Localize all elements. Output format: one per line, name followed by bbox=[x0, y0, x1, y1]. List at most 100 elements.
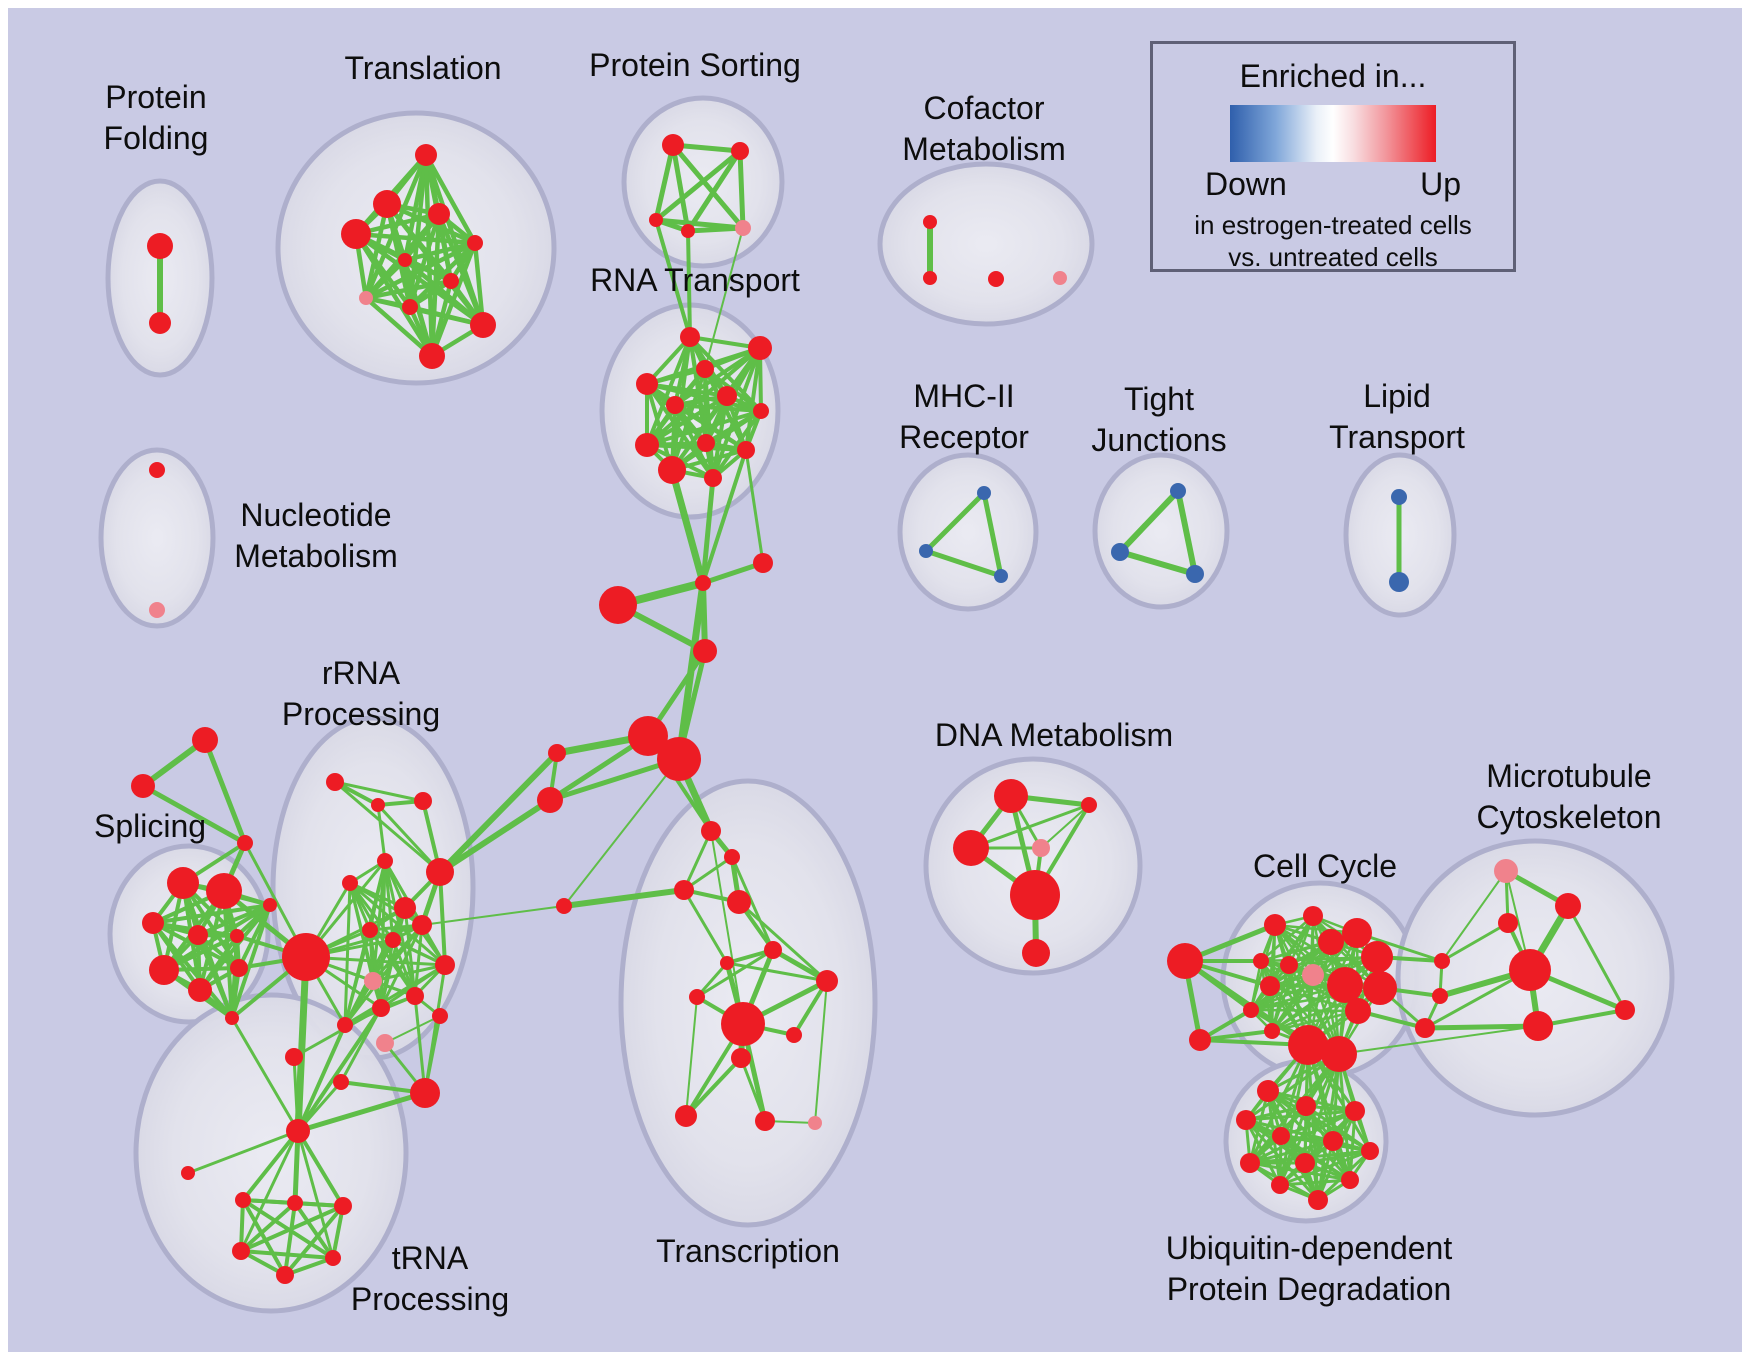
node-w18[interactable] bbox=[285, 1048, 303, 1066]
node-tx_hub[interactable] bbox=[721, 1002, 765, 1046]
node-mt4[interactable] bbox=[1615, 1000, 1635, 1020]
node-tx5[interactable] bbox=[786, 1027, 802, 1043]
node-r5[interactable] bbox=[666, 396, 684, 414]
node-b2[interactable] bbox=[1236, 1110, 1256, 1130]
node-u3[interactable] bbox=[334, 1197, 352, 1215]
node-s0[interactable] bbox=[167, 867, 199, 899]
node-tx7[interactable] bbox=[755, 1111, 775, 1131]
node-mt2[interactable] bbox=[1509, 949, 1551, 991]
node-w14[interactable] bbox=[337, 1017, 353, 1033]
node-cc4[interactable] bbox=[1260, 976, 1280, 996]
node-h1[interactable] bbox=[599, 586, 637, 624]
node-mt0[interactable] bbox=[1555, 893, 1581, 919]
node-mt3[interactable] bbox=[1523, 1011, 1553, 1041]
node-r2[interactable] bbox=[696, 360, 714, 378]
node-pf0[interactable] bbox=[147, 233, 173, 259]
node-b9[interactable] bbox=[1271, 1176, 1289, 1194]
node-k2[interactable] bbox=[657, 737, 701, 781]
node-t6[interactable] bbox=[443, 273, 459, 289]
node-w16[interactable] bbox=[410, 1078, 440, 1108]
node-cc5[interactable] bbox=[1243, 1002, 1259, 1018]
node-u6[interactable] bbox=[276, 1266, 294, 1284]
node-cc3[interactable] bbox=[1280, 956, 1298, 974]
node-w5[interactable] bbox=[426, 858, 454, 886]
node-p3[interactable] bbox=[681, 224, 695, 238]
node-d3[interactable] bbox=[1032, 839, 1050, 857]
node-cc0[interactable] bbox=[1264, 914, 1286, 936]
node-l0[interactable] bbox=[1391, 489, 1407, 505]
node-u_hub[interactable] bbox=[286, 1119, 310, 1143]
node-x1[interactable] bbox=[724, 849, 740, 865]
node-d4[interactable] bbox=[1010, 870, 1060, 920]
node-mtp[interactable] bbox=[1494, 859, 1518, 883]
node-s7[interactable] bbox=[188, 978, 212, 1002]
node-cc12[interactable] bbox=[1345, 998, 1371, 1024]
node-r0[interactable] bbox=[680, 327, 700, 347]
node-p2[interactable] bbox=[649, 213, 663, 227]
node-t2[interactable] bbox=[428, 203, 450, 225]
node-t4[interactable] bbox=[467, 235, 483, 251]
node-tx4[interactable] bbox=[731, 1048, 751, 1068]
node-x0[interactable] bbox=[701, 821, 721, 841]
node-cch2[interactable] bbox=[1321, 1036, 1357, 1072]
node-g0[interactable] bbox=[192, 727, 218, 753]
node-cc8[interactable] bbox=[1342, 918, 1372, 948]
node-tx8[interactable] bbox=[808, 1116, 822, 1130]
node-u5[interactable] bbox=[325, 1250, 341, 1266]
node-u4[interactable] bbox=[232, 1242, 250, 1260]
node-tx0[interactable] bbox=[764, 941, 782, 959]
node-w2[interactable] bbox=[414, 792, 432, 810]
node-w19[interactable] bbox=[376, 1034, 394, 1052]
node-w13[interactable] bbox=[372, 999, 390, 1017]
node-b5[interactable] bbox=[1323, 1131, 1343, 1151]
node-x4[interactable] bbox=[556, 898, 572, 914]
node-w6[interactable] bbox=[394, 897, 416, 919]
node-d2[interactable] bbox=[953, 830, 989, 866]
node-mt1[interactable] bbox=[1498, 913, 1518, 933]
node-s2[interactable] bbox=[142, 912, 164, 934]
node-w1[interactable] bbox=[371, 798, 385, 812]
node-w9[interactable] bbox=[364, 972, 382, 990]
node-b3[interactable] bbox=[1345, 1101, 1365, 1121]
node-f1[interactable] bbox=[1111, 543, 1129, 561]
node-w11[interactable] bbox=[435, 955, 455, 975]
node-s6[interactable] bbox=[149, 955, 179, 985]
node-tx6[interactable] bbox=[675, 1105, 697, 1127]
node-x2[interactable] bbox=[674, 880, 694, 900]
node-r7[interactable] bbox=[635, 433, 659, 457]
node-t0[interactable] bbox=[415, 144, 437, 166]
node-w4[interactable] bbox=[342, 875, 358, 891]
node-r8[interactable] bbox=[697, 434, 715, 452]
node-s5[interactable] bbox=[263, 898, 277, 912]
node-n0[interactable] bbox=[149, 462, 165, 478]
node-cc9[interactable] bbox=[1361, 941, 1393, 973]
node-s1[interactable] bbox=[206, 873, 242, 909]
node-tx3[interactable] bbox=[689, 989, 705, 1005]
node-cc13[interactable] bbox=[1434, 953, 1450, 969]
node-m0[interactable] bbox=[548, 744, 566, 762]
node-cc10[interactable] bbox=[1327, 967, 1363, 1003]
node-r10[interactable] bbox=[658, 456, 686, 484]
node-cc11[interactable] bbox=[1363, 971, 1397, 1005]
node-n1[interactable] bbox=[149, 602, 165, 618]
node-w17[interactable] bbox=[333, 1074, 349, 1090]
node-cc7[interactable] bbox=[1318, 929, 1344, 955]
node-r4[interactable] bbox=[717, 386, 737, 406]
node-ccp[interactable] bbox=[1302, 964, 1324, 986]
node-s10[interactable] bbox=[237, 835, 253, 851]
node-w15[interactable] bbox=[432, 1008, 448, 1024]
node-c1[interactable] bbox=[923, 271, 937, 285]
node-w12[interactable] bbox=[406, 987, 424, 1005]
node-r3[interactable] bbox=[636, 373, 658, 395]
node-b11[interactable] bbox=[1308, 1190, 1328, 1210]
node-b4[interactable] bbox=[1272, 1127, 1290, 1145]
node-r9[interactable] bbox=[737, 441, 755, 459]
node-u2[interactable] bbox=[287, 1195, 303, 1211]
node-d0[interactable] bbox=[994, 779, 1028, 813]
node-t1[interactable] bbox=[373, 190, 401, 218]
node-cc1[interactable] bbox=[1303, 906, 1323, 926]
node-u1[interactable] bbox=[235, 1192, 251, 1208]
node-s3[interactable] bbox=[188, 925, 208, 945]
node-c2[interactable] bbox=[988, 271, 1004, 287]
node-c3[interactable] bbox=[1053, 271, 1067, 285]
